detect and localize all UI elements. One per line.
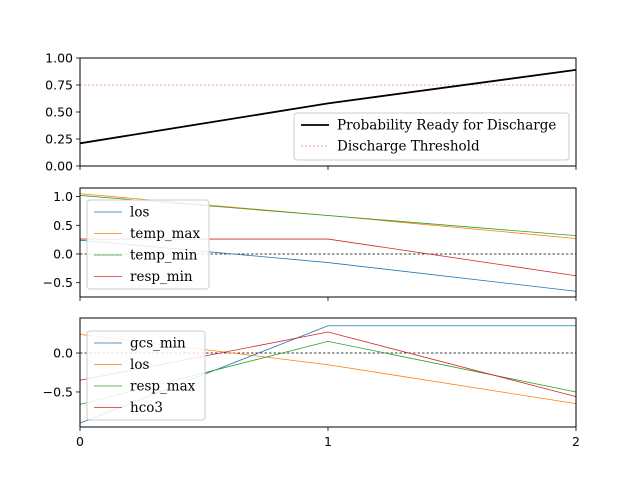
y-tick-label: 0.00 [45,159,73,174]
legend-box [293,112,570,161]
y-tick-label: −0.5 [43,275,73,290]
x-tick-label: 1 [324,434,332,449]
legend: Probability Ready for Discharge Discharge… [293,112,570,161]
x-tick-label: 2 [572,434,580,449]
legend-label: resp_max [130,379,196,395]
legend-label: gcs_min [130,336,186,352]
x-tick-label: 0 [76,434,84,449]
y-tick-label: 0.0 [53,246,73,261]
y-tick-label: 1.00 [45,51,73,66]
y-tick-label: 0.0 [53,346,73,361]
legend-label: resp_min [130,269,193,285]
legend: los temp_max temp_min resp_min [86,199,210,290]
panel-discharge-probability: 0.00 0.25 0.50 0.75 1.00 Probability Ready fo… [45,51,577,174]
y-tick-label: 0.75 [45,78,73,93]
series-line-Probability Ready for Discharge [79,68,577,145]
legend-label: los [130,357,149,373]
legend-label: Probability Ready for Discharge [337,118,556,134]
legend-box [86,330,206,421]
y-tick-label: 0.25 [45,132,73,147]
y-tick-label: −0.5 [43,384,73,399]
legend-label: temp_min [130,248,198,264]
y-tick-label: 1.0 [53,189,73,204]
legend-label: hco3 [130,400,163,416]
y-tick-label: 0.50 [45,105,73,120]
legend-box [86,199,210,290]
legend-label: temp_max [130,226,200,242]
y-tick-label: 0.5 [53,218,73,233]
legend-label: los [130,205,149,221]
legend-label: Discharge Threshold [337,139,480,155]
panel-feature-contributions-top: −0.5 0.0 0.5 1.0 los temp_max temp_min resp_min [43,187,577,301]
